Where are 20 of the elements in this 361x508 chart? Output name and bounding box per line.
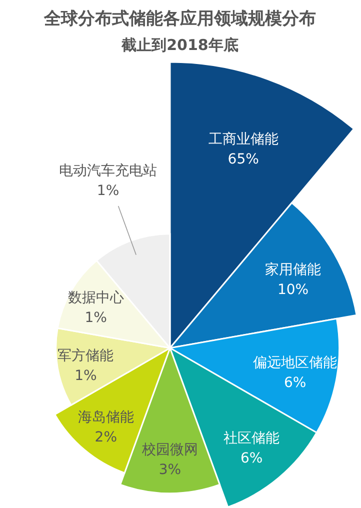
category-label: 校园微网 xyxy=(141,442,198,458)
category-label: 家用储能 xyxy=(265,262,322,278)
text: 截止到2018年底 xyxy=(120,36,238,54)
data-label: 6% xyxy=(284,375,306,392)
category-label: 海岛储能 xyxy=(78,409,134,426)
category-label: 数据中心 xyxy=(68,290,124,306)
data-label: 10% xyxy=(278,282,309,298)
data-label: 6% xyxy=(240,450,263,466)
data-label: 1% xyxy=(96,182,120,199)
category-label: 军方储能 xyxy=(58,348,114,364)
data-label: 1% xyxy=(84,310,107,326)
category-label: 电动汽车充电站 xyxy=(59,162,158,179)
data-label: 3% xyxy=(158,462,182,478)
data-label: 1% xyxy=(74,368,97,384)
category-label: 工商业储能 xyxy=(208,131,278,148)
category-label: 偏远地区储能 xyxy=(253,355,338,372)
text: 全球分布式储能各应用领域规模分布 xyxy=(43,9,316,29)
category-label: 社区储能 xyxy=(224,430,280,446)
data-label: 65% xyxy=(228,151,259,168)
data-label: 2% xyxy=(94,429,118,446)
